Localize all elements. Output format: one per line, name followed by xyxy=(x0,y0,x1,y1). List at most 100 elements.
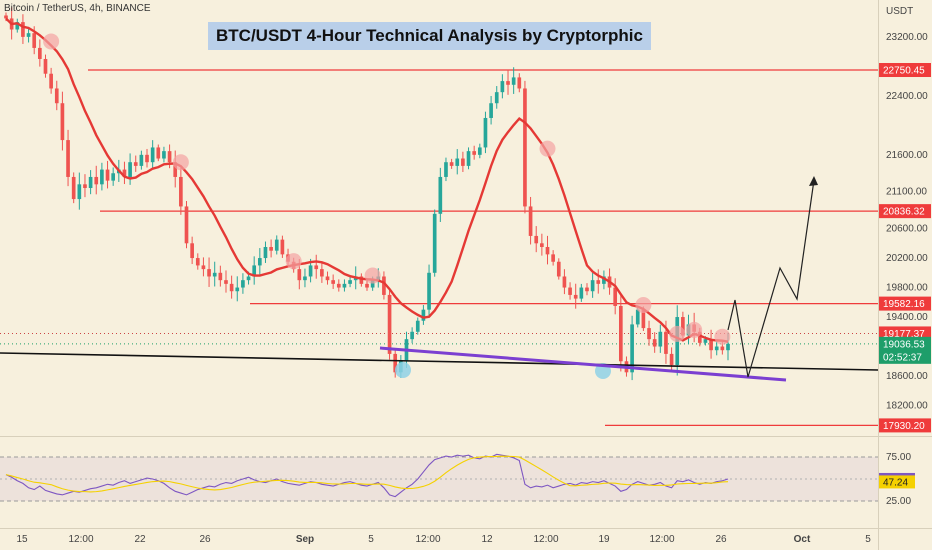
candle-body xyxy=(179,176,183,207)
candle-body xyxy=(71,176,76,200)
time-axis[interactable]: 15 12:00 22 26 Sep 5 12:00 12 12:00 19 12:00 26 Oct 5 xyxy=(16,534,871,545)
candle-body xyxy=(472,151,477,155)
candle-body xyxy=(523,88,527,207)
candle-body xyxy=(726,343,730,351)
candle-body xyxy=(263,246,268,259)
candle-body xyxy=(38,47,42,59)
candle-body xyxy=(415,320,420,332)
candle-body xyxy=(212,272,217,277)
candle-body xyxy=(635,309,640,325)
candle-body xyxy=(297,269,302,281)
candle-body xyxy=(664,331,668,354)
resistance-marker xyxy=(43,33,60,50)
candle-body xyxy=(314,265,319,270)
time-tick-label: 26 xyxy=(199,534,211,545)
current-price-label: 19036.53 xyxy=(883,339,925,350)
chart-title: BTC/USDT 4-Hour Technical Analysis by Cr… xyxy=(208,22,651,50)
rsi-tag xyxy=(879,475,915,489)
level-tag-label: 20836.32 xyxy=(883,207,925,218)
candle-body xyxy=(647,328,651,340)
price-tick-label: 18200.00 xyxy=(886,401,928,412)
price-axis[interactable]: USDT 23200.00 22400.00 21600.00 21100.00 2060… xyxy=(879,6,931,507)
candle-body xyxy=(88,176,93,189)
time-tick-label: 22 xyxy=(134,534,146,545)
candle-body xyxy=(111,173,116,181)
candle-body xyxy=(32,33,37,48)
price-tick-label: 22400.00 xyxy=(886,91,928,102)
candle-body xyxy=(128,162,132,177)
candle-body xyxy=(562,276,567,288)
candle-body xyxy=(709,339,713,351)
candle-body xyxy=(235,287,240,292)
candle-body xyxy=(528,206,533,236)
candle-body xyxy=(370,280,375,288)
candle-body xyxy=(252,265,257,277)
candle-body xyxy=(590,280,595,292)
level-tag-label: 22750.45 xyxy=(883,66,925,77)
candle-body xyxy=(133,162,138,166)
candle-body xyxy=(15,22,20,30)
trendline-drawings xyxy=(0,176,879,382)
support-resistance-levels xyxy=(0,69,878,427)
candle-body xyxy=(652,339,657,347)
candle-body xyxy=(241,280,245,288)
resistance-marker xyxy=(285,253,302,270)
level-tag-label: 17930.20 xyxy=(883,421,925,432)
candle-body xyxy=(269,246,273,251)
candle-body xyxy=(342,283,347,288)
rsi-series xyxy=(5,453,729,498)
candle-body xyxy=(573,294,578,299)
candle-body xyxy=(207,269,211,277)
price-tick-label: 23200.00 xyxy=(886,32,928,43)
candle-body xyxy=(280,239,285,255)
candle-body xyxy=(444,162,448,177)
candle-body xyxy=(477,147,482,155)
time-tick-label: 12:00 xyxy=(649,534,674,545)
candle-body xyxy=(320,269,324,277)
rsi-tick-label: 25.00 xyxy=(886,496,911,507)
candle-body xyxy=(432,213,437,273)
time-tick-label: 5 xyxy=(368,534,374,545)
price-tick-label: 20200.00 xyxy=(886,253,928,264)
candle-body xyxy=(94,176,99,185)
level-tag xyxy=(879,63,931,78)
candle-body xyxy=(100,169,104,185)
candle-body xyxy=(427,272,431,310)
candle-body xyxy=(540,243,544,247)
candle-body xyxy=(568,287,572,295)
time-tick-label: 15 xyxy=(16,534,28,545)
candle-body xyxy=(4,15,8,19)
candle-body xyxy=(224,280,228,284)
time-tick-label: Oct xyxy=(794,534,811,545)
level-tag xyxy=(879,418,931,433)
time-tick-label: 19 xyxy=(598,534,610,545)
candle-body xyxy=(602,276,606,284)
candle-body xyxy=(658,331,663,347)
level-tag xyxy=(879,296,931,311)
rsi-line xyxy=(5,453,729,498)
candle-body xyxy=(229,283,234,292)
support-marker xyxy=(395,362,411,378)
price-tick-label: 19800.00 xyxy=(886,283,928,294)
candle-body xyxy=(483,117,488,148)
candle-body xyxy=(167,151,172,163)
candle-body xyxy=(494,92,499,104)
candle-body xyxy=(714,346,719,351)
time-tick-label: Sep xyxy=(296,534,314,545)
candle-body xyxy=(54,88,59,104)
candle-body xyxy=(500,81,505,93)
candle-body xyxy=(365,283,369,288)
rsi-tick-label: 75.00 xyxy=(886,452,911,463)
time-tick-label: 12:00 xyxy=(415,534,440,545)
price-tick-label: 21100.00 xyxy=(886,187,927,198)
resistance-marker xyxy=(669,325,686,342)
candle-body xyxy=(618,305,623,362)
candle-body xyxy=(201,265,206,270)
candle-body xyxy=(336,283,341,288)
resistance-marker xyxy=(686,321,703,338)
candle-body xyxy=(421,309,426,321)
time-tick-label: 12:00 xyxy=(68,534,93,545)
candle-body xyxy=(60,103,65,141)
